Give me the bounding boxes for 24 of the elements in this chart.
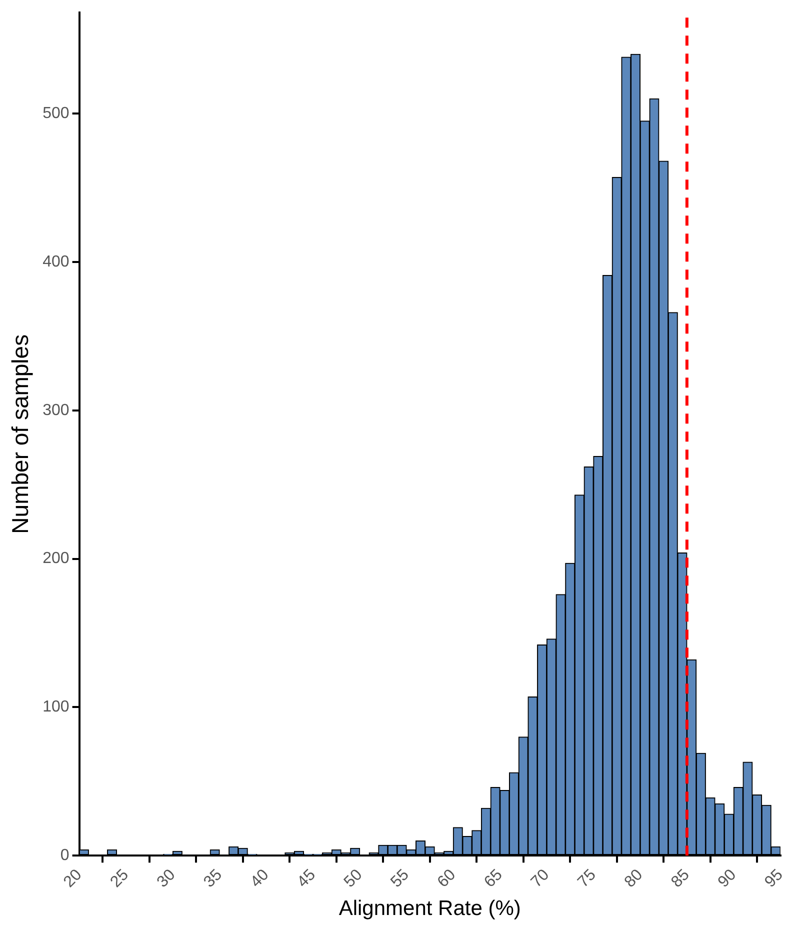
- y-axis-title: Number of samples: [7, 334, 34, 534]
- x-tick-label: 85: [668, 866, 693, 891]
- x-tick-label: 70: [528, 866, 553, 891]
- y-tick-label: 300: [42, 402, 70, 419]
- x-tick-label: 65: [481, 866, 506, 891]
- x-tick-label: 60: [434, 866, 460, 891]
- x-tick-label: 25: [107, 866, 132, 891]
- x-tick-label: 55: [388, 866, 413, 891]
- x-tick-label: 40: [248, 866, 272, 891]
- y-tick-label: 400: [42, 253, 70, 270]
- y-tick-label: 500: [42, 104, 70, 122]
- x-tick-label: 90: [715, 866, 740, 891]
- x-tick-label: 75: [574, 866, 600, 891]
- x-tick-label: 45: [294, 866, 320, 891]
- y-tick-label: 200: [42, 550, 70, 568]
- x-tick-label: 35: [200, 866, 226, 891]
- x-tick-label: 50: [341, 866, 366, 891]
- x-tick-label: 80: [622, 866, 646, 891]
- x-tick-label: 30: [154, 866, 179, 891]
- x-tick-label: 20: [60, 866, 86, 891]
- x-tick-label: 95: [762, 866, 786, 891]
- y-tick-label: 100: [42, 698, 70, 716]
- y-tick-label: 0: [60, 847, 70, 864]
- x-axis-title: Alignment Rate (%): [338, 897, 521, 920]
